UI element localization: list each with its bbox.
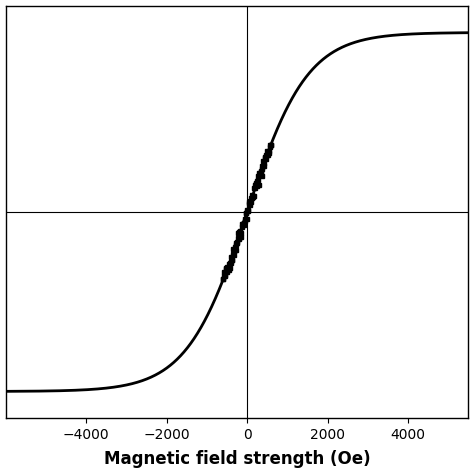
X-axis label: Magnetic field strength (Oe): Magnetic field strength (Oe) [104, 450, 370, 468]
